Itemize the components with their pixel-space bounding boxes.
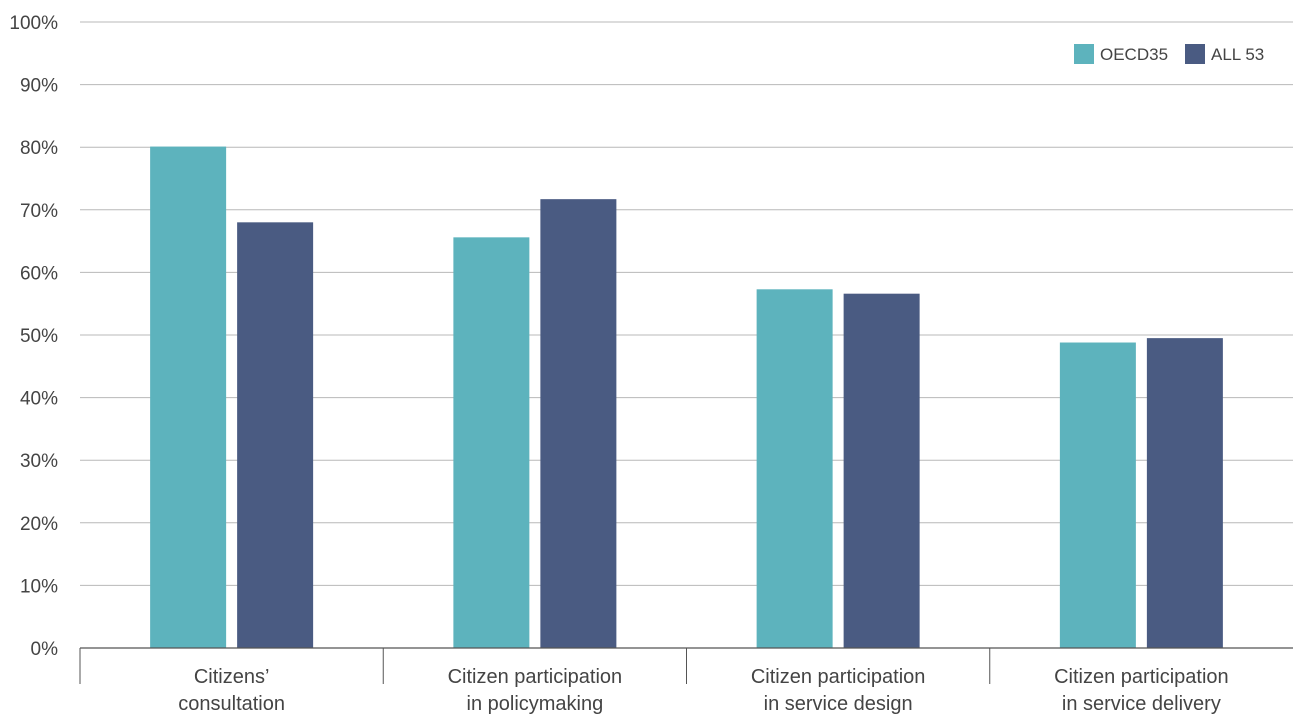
y-tick-label: 50% <box>20 326 58 347</box>
y-tick-label: 20% <box>20 514 58 535</box>
bar-oecd35 <box>756 289 833 648</box>
bar-oecd35 <box>453 237 530 648</box>
x-category-label: in service delivery <box>1062 693 1221 715</box>
legend-swatch <box>1074 44 1094 64</box>
x-category-label: Citizen participation <box>448 666 623 688</box>
x-axis <box>79 647 1293 684</box>
y-tick-label: 0% <box>31 639 59 660</box>
bar-all-53 <box>540 199 617 648</box>
legend-label: OECD35 <box>1100 45 1168 64</box>
x-axis-category-labels: Citizens’ consultation Citizen participati… <box>178 666 1228 715</box>
x-category-label: consultation <box>178 693 285 715</box>
y-tick-label: 60% <box>20 263 58 284</box>
y-tick-label: 90% <box>20 76 58 97</box>
bar-oecd35 <box>1059 342 1136 648</box>
x-category-label: Citizen participation <box>751 666 926 688</box>
x-category-label: in policymaking <box>467 693 604 715</box>
y-tick-label: 70% <box>20 201 58 222</box>
bars <box>150 146 1223 648</box>
x-category-label: in service design <box>764 693 913 715</box>
bar-all-53 <box>1146 338 1223 648</box>
bar-all-53 <box>843 293 920 648</box>
y-tick-label: 40% <box>20 389 58 410</box>
legend-swatch <box>1185 44 1205 64</box>
y-tick-label: 100% <box>9 13 58 34</box>
bar-all-53 <box>237 222 314 648</box>
y-tick-label: 10% <box>20 576 58 597</box>
x-category-label: Citizen participation <box>1054 666 1229 688</box>
legend: OECD35 ALL 53 <box>1074 44 1264 64</box>
y-axis-tick-labels: 0% 10% 20% 30% 40% 50% 60% 70% 80% 90% 100% <box>9 13 58 660</box>
legend-label: ALL 53 <box>1211 45 1264 64</box>
x-category-label: Citizens’ <box>194 666 270 688</box>
y-tick-label: 80% <box>20 138 58 159</box>
y-tick-label: 30% <box>20 451 58 472</box>
bar-oecd35 <box>150 146 227 648</box>
